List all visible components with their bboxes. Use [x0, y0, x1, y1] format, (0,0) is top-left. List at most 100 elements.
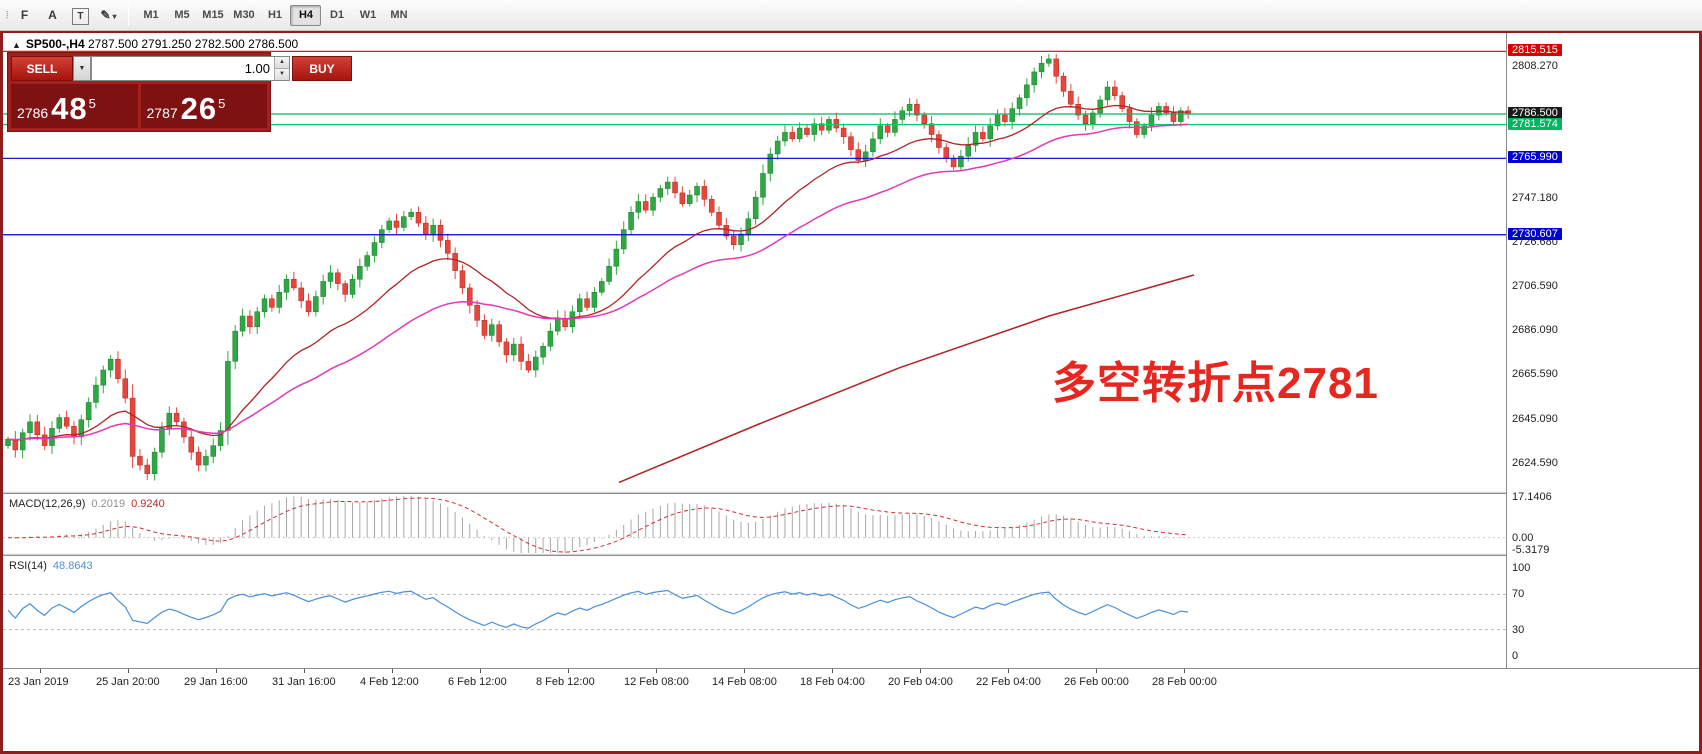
time-axis-label: 23 Jan 2019 [8, 676, 69, 688]
rsi-canvas [3, 589, 1506, 631]
time-axis-label: 12 Feb 08:00 [624, 676, 689, 688]
timeframe-h1-button[interactable]: H1 [267, 8, 283, 21]
top-toolbar: ⦙⦙ F A T ✎ ▾ M1 M5 M15 M30 H1 H4 D1 W1 MN [0, 0, 1702, 31]
volume-spinner: ▲ ▼ [274, 57, 289, 80]
time-axis-tick [304, 669, 305, 673]
price-tag: 2765.990 [1508, 151, 1562, 164]
time-axis-tick [392, 669, 393, 673]
macd-axis-label: 0.00 [1512, 531, 1534, 544]
rsi-header: RSI(14) 48.8643 [9, 560, 93, 572]
candlestick-canvas[interactable] [3, 33, 1506, 491]
macd-signal-value: 0.9240 [131, 498, 165, 510]
time-axis-label: 20 Feb 04:00 [888, 676, 953, 688]
price-axis-label: 2706.590 [1512, 279, 1558, 292]
volume-dropdown-button[interactable]: ▼ [73, 56, 91, 81]
chevron-down-icon: ▾ [112, 11, 117, 21]
pane-splitter[interactable] [3, 491, 1699, 494]
ask-prefix: 2787 [146, 105, 178, 121]
one-click-trading-panel: SELL ▼ ▲ ▼ BUY 2786 48 5 2787 26 5 [8, 53, 352, 131]
ohlc-values: 2787.500 2791.250 2782.500 2786.500 [87, 37, 299, 51]
volume-down-icon[interactable]: ▼ [275, 69, 289, 80]
volume-field-wrap: ▲ ▼ [91, 56, 290, 81]
chart-annotation-text: 多空转折点2781 [1052, 359, 1379, 408]
macd-label: MACD(12,26,9) [9, 498, 86, 510]
time-axis-label: 26 Feb 00:00 [1064, 676, 1129, 688]
time-axis-label: 6 Feb 12:00 [448, 676, 507, 688]
price-tag: 2730.607 [1508, 227, 1562, 240]
price-axis-label: 2686.090 [1512, 323, 1558, 336]
draw-shapes-icon[interactable]: ✎ ▾ [100, 7, 117, 22]
time-axis-tick [832, 669, 833, 673]
volume-input[interactable] [92, 57, 274, 80]
time-axis-tick [480, 669, 481, 673]
volume-up-icon[interactable]: ▲ [275, 57, 289, 69]
fibonacci-icon[interactable]: F [20, 7, 29, 22]
drawing-tool-group: F A T ✎ ▾ [10, 5, 122, 26]
one-click-collapse-icon[interactable]: ▲ [12, 40, 21, 50]
time-axis-label: 25 Jan 20:00 [96, 676, 160, 688]
bid-pips: 48 [51, 91, 88, 126]
time-axis-label: 4 Feb 12:00 [360, 676, 419, 688]
timeframe-group: M1 M5 M15 M30 H1 H4 D1 W1 MN [135, 4, 414, 26]
price-axis-label: 2624.590 [1512, 456, 1558, 469]
timeframe-d1-button[interactable]: D1 [329, 8, 345, 21]
timeframe-mn-button[interactable]: MN [390, 8, 408, 21]
price-axis[interactable]: 2808.270 2747.180 2726.680 2706.590 2686.090… [1506, 33, 1699, 668]
text-label-icon[interactable]: T [67, 5, 93, 26]
ask-quote[interactable]: 2787 26 5 [140, 84, 267, 128]
price-axis-label: 2808.270 [1512, 59, 1558, 72]
chart-ohlc-header: ▲ SP500-,H4 2787.500 2791.250 2782.500 27… [12, 37, 298, 51]
time-axis-label: 8 Feb 12:00 [536, 676, 595, 688]
rsi-axis-label: 100 [1512, 562, 1531, 574]
time-axis-tick [568, 669, 569, 673]
price-tag: 2781.574 [1508, 117, 1562, 130]
price-axis-label: 2665.590 [1512, 368, 1558, 381]
macd-main-value: 0.2019 [91, 498, 126, 510]
rsi-axis-label: 30 [1512, 623, 1525, 636]
chart-bottom-margin [3, 694, 1699, 749]
symbol-label: SP500-,H4 [25, 37, 85, 51]
time-axis-label: 31 Jan 16:00 [272, 676, 336, 688]
timeframe-m5-button[interactable]: M5 [174, 8, 190, 21]
pane-splitter[interactable] [3, 553, 1699, 556]
time-axis[interactable]: 23 Jan 2019 25 Jan 20:00 29 Jan 16:00 31 Ja… [3, 668, 1699, 694]
price-axis-label: 2747.180 [1512, 191, 1558, 204]
time-axis-label: 29 Jan 16:00 [184, 676, 248, 688]
macd-axis-label: -5.3179 [1512, 544, 1550, 557]
rsi-axis-label: 70 [1512, 588, 1525, 601]
buy-button[interactable]: BUY [292, 56, 352, 81]
ask-frac: 5 [218, 96, 226, 111]
ask-pips: 26 [180, 91, 218, 126]
timeframe-m1-button[interactable]: M1 [143, 8, 159, 21]
macd-indicator-pane[interactable]: MACD(12,26,9) 0.2019 0.9240 [3, 494, 1506, 553]
bid-quote[interactable]: 2786 48 5 [11, 84, 138, 128]
macd-header: MACD(12,26,9) 0.2019 0.9240 [9, 498, 165, 510]
timeframe-m15-button[interactable]: M15 [202, 8, 224, 21]
time-axis-tick [656, 669, 657, 673]
rsi-axis-label: 0 [1512, 650, 1519, 662]
bid-prefix: 2786 [17, 105, 49, 121]
macd-canvas [3, 495, 1506, 553]
time-axis-tick [1096, 669, 1097, 673]
rsi-value: 48.8643 [52, 560, 93, 572]
time-axis-label: 18 Feb 04:00 [800, 676, 865, 688]
price-tag: 2786.500 [1508, 107, 1562, 119]
sell-button[interactable]: SELL [11, 56, 73, 81]
timeframe-m30-button[interactable]: M30 [233, 8, 255, 21]
rsi-label: RSI(14) [9, 560, 47, 572]
time-axis-tick [128, 669, 129, 673]
time-axis-tick [1008, 669, 1009, 673]
time-axis-tick [744, 669, 745, 673]
toolbar-separator [128, 4, 130, 26]
time-axis-label: 28 Feb 00:00 [1152, 676, 1217, 688]
bid-frac: 5 [88, 96, 96, 111]
price-axis-label: 2645.090 [1512, 412, 1558, 425]
timeframe-w1-button[interactable]: W1 [359, 8, 377, 21]
time-axis-label: 22 Feb 04:00 [976, 676, 1041, 688]
time-axis-tick [40, 669, 41, 673]
macd-axis-label: 17.1406 [1512, 491, 1552, 504]
arrow-text-icon[interactable]: A [48, 7, 57, 22]
price-tag: 2815.515 [1508, 44, 1562, 57]
timeframe-h4-button[interactable]: H4 [290, 4, 322, 26]
rsi-indicator-pane[interactable]: RSI(14) 48.8643 [3, 556, 1506, 668]
